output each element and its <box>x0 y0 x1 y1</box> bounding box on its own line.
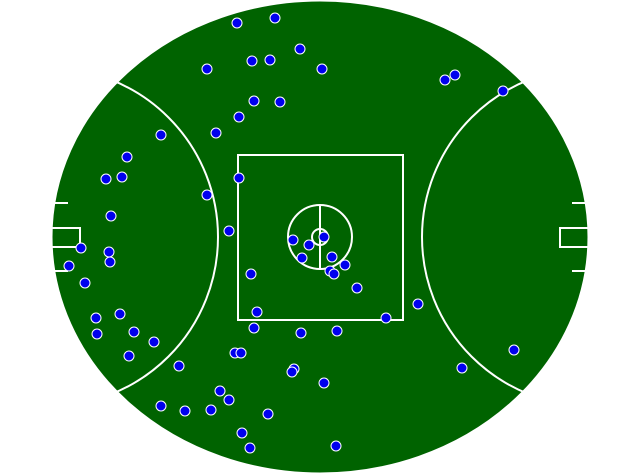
point <box>114 308 126 320</box>
point <box>231 17 243 29</box>
point <box>326 251 338 263</box>
point <box>264 54 276 66</box>
point <box>251 306 263 318</box>
point <box>236 427 248 439</box>
point <box>235 347 247 359</box>
point <box>318 377 330 389</box>
point <box>286 366 298 378</box>
goal-square-left <box>52 227 81 248</box>
point <box>91 328 103 340</box>
point <box>100 173 112 185</box>
point <box>116 171 128 183</box>
point <box>316 63 328 75</box>
point <box>318 231 330 243</box>
point <box>128 326 140 338</box>
point <box>104 256 116 268</box>
point <box>508 344 520 356</box>
point <box>214 385 226 397</box>
point <box>223 225 235 237</box>
point <box>233 172 245 184</box>
point <box>179 405 191 417</box>
point <box>246 55 258 67</box>
points <box>63 12 520 454</box>
point <box>456 362 468 374</box>
point <box>331 325 343 337</box>
point <box>449 69 461 81</box>
point <box>63 260 75 272</box>
point <box>262 408 274 420</box>
arc-left <box>52 67 219 407</box>
point <box>296 252 308 264</box>
point <box>328 268 340 280</box>
point <box>201 189 213 201</box>
point <box>248 322 260 334</box>
point <box>223 394 235 406</box>
point <box>439 74 451 86</box>
point <box>79 277 91 289</box>
point <box>269 12 281 24</box>
point <box>148 336 160 348</box>
point <box>303 239 315 251</box>
point <box>123 350 135 362</box>
point <box>173 360 185 372</box>
boundary <box>51 0 589 474</box>
point <box>412 298 424 310</box>
point <box>121 151 133 163</box>
point <box>205 404 217 416</box>
point <box>351 282 363 294</box>
point <box>330 440 342 452</box>
point <box>201 63 213 75</box>
goal-square-right <box>559 227 588 248</box>
centre-square <box>237 154 404 321</box>
point <box>210 127 222 139</box>
point <box>497 85 509 97</box>
point <box>295 327 307 339</box>
point <box>233 111 245 123</box>
point <box>244 442 256 454</box>
arc-right <box>421 67 588 407</box>
point <box>294 43 306 55</box>
point <box>90 312 102 324</box>
point <box>287 234 299 246</box>
point <box>75 242 87 254</box>
point <box>245 268 257 280</box>
point <box>380 312 392 324</box>
point <box>103 246 115 258</box>
point <box>155 129 167 141</box>
point <box>339 259 351 271</box>
point <box>155 400 167 412</box>
point <box>248 95 260 107</box>
point <box>105 210 117 222</box>
point <box>274 96 286 108</box>
